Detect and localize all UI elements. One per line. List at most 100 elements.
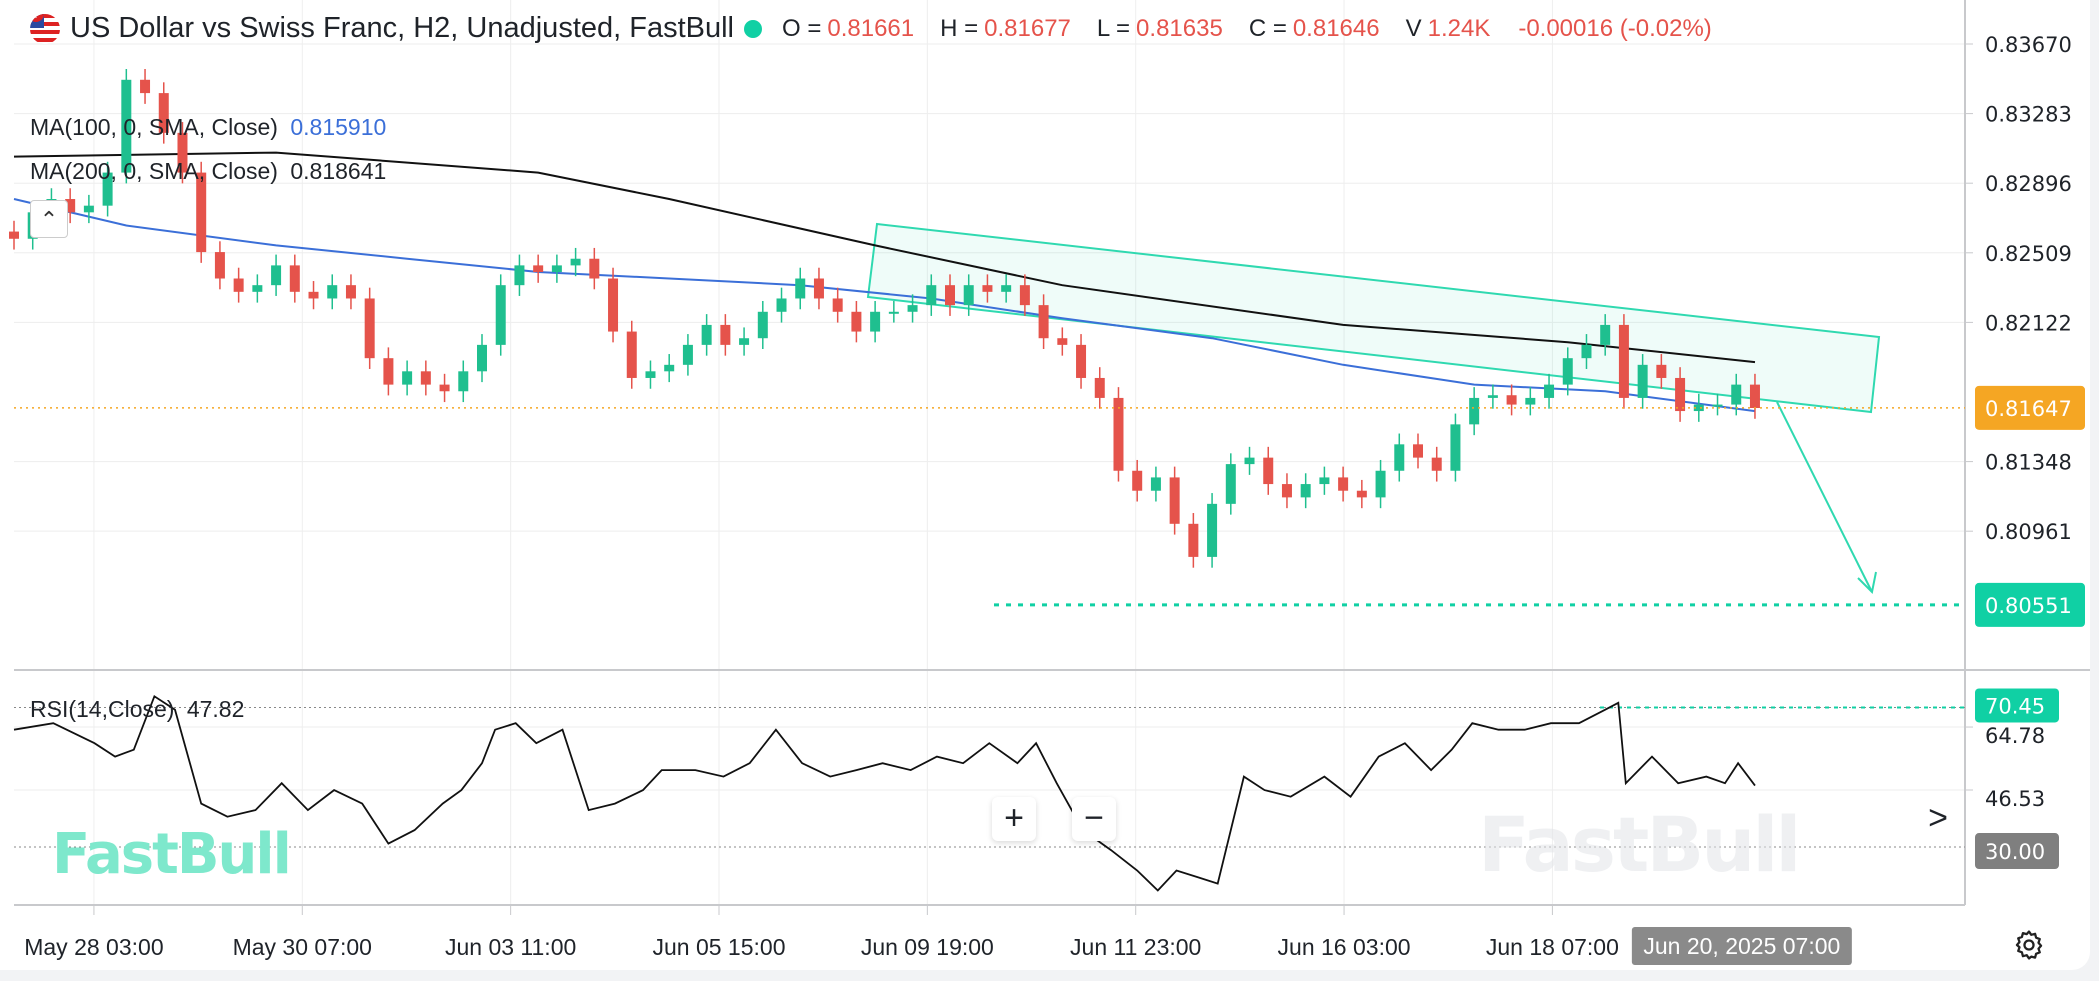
candle-body [963,285,974,306]
candle-body [1413,444,1423,458]
candle-body [458,371,469,392]
candle-body [1637,364,1648,398]
candle [1356,479,1367,509]
candle [926,274,937,316]
candle-body [1300,484,1311,498]
open-value: 0.81661 [827,14,915,42]
candle-body [1375,470,1386,498]
candle-body [252,285,263,292]
candle [1001,274,1012,303]
settings-button[interactable] [2012,928,2046,962]
candle [1562,347,1573,396]
time-tick-label: Jun 05 15:00 [652,934,785,960]
ma100-legend[interactable]: MA(100, 0, SMA, Close) 0.815910 [30,114,386,141]
candle-body [214,252,225,279]
candle-body [1731,384,1742,405]
candle [963,274,974,316]
candle [720,314,731,356]
candle-body [308,291,319,299]
low-key: L = [1096,14,1131,42]
candle-body [1469,397,1480,425]
candle [982,274,993,303]
candle [776,287,787,323]
zoom-out-button[interactable]: − [1072,797,1116,841]
candle-body [907,305,918,312]
candle-body [1525,397,1536,405]
candle [1057,327,1068,356]
candle-body [1113,397,1124,471]
candle-body [1656,364,1667,378]
ma200-legend[interactable]: MA(200, 0, SMA, Close) 0.818641 [30,158,386,185]
candle [1600,314,1611,356]
high-value: 0.81677 [984,14,1071,42]
candle-body [832,298,843,312]
candle-body [1019,285,1030,306]
fastbull-watermark-small: FastBull [52,822,292,887]
time-tick-label: Jun 11 23:00 [1070,934,1201,960]
candle [121,68,132,184]
candle [701,314,712,356]
candle-body [813,278,824,299]
candle-body [271,265,282,286]
ma100-label: MA(100, 0, SMA, Close) [30,114,278,140]
symbol-title: US Dollar vs Swiss Franc, H2, Unadjusted… [70,12,734,44]
candle [514,254,525,296]
chart-header: US Dollar vs Swiss Franc, H2, Unadjusted… [30,12,1712,45]
fastbull-watermark-large: FastBull [1478,800,1801,889]
candle-body [102,172,113,206]
time-tick-label: May 28 03:00 [24,934,163,960]
candle [757,300,768,350]
candle [1749,373,1760,419]
candle [1094,367,1105,409]
rsi-lower-label: 30.00 [1985,840,2045,864]
candle [233,267,244,303]
candle [65,188,76,224]
candle [1469,387,1480,436]
time-tick-label: Jun 09 19:00 [861,934,994,960]
candle-body [1094,377,1105,398]
scroll-right-button[interactable]: > [1928,799,1948,837]
target-price-badge [1975,582,2085,627]
rsi-upper-badge [1975,688,2059,723]
candle-body [776,298,787,312]
candle [1263,446,1274,495]
rsi-line [13,694,1756,892]
candle [1225,453,1236,515]
candle-body [1038,305,1049,339]
candle [252,274,263,303]
candle [1207,493,1218,568]
candle-body [533,265,544,273]
candle [158,82,169,144]
gear-icon [2015,930,2043,960]
candle-body [1319,477,1330,485]
volume-value: 1.24K [1427,14,1491,42]
candle-body [1581,344,1592,359]
candle [664,354,675,383]
rsi-legend[interactable]: RSI(14,Close) 47.82 [30,696,244,723]
candle-body [1450,424,1461,471]
collapse-legend-button[interactable]: ⌃ [30,200,68,238]
candle-body [682,344,693,365]
volume-key: V [1405,14,1422,42]
candle [9,220,19,250]
crosshair-time-badge [1631,927,1852,965]
candle [177,122,188,184]
candle [439,373,450,403]
candle [196,161,207,263]
candle [495,274,506,356]
open-key: O = [782,14,822,42]
time-tick-label: May 30 07:00 [233,934,372,960]
candle [551,254,562,283]
candle [345,274,356,310]
candle [570,247,581,277]
time-tick-label: Jun 03 11:00 [445,934,576,960]
ma200-label: MA(200, 0, SMA, Close) [30,158,278,184]
zoom-in-button[interactable]: + [992,797,1036,841]
last-price-label: 0.81647 [1985,397,2072,421]
candle-body [9,231,19,239]
candle [1450,413,1461,482]
candle [1487,384,1498,409]
candle [420,360,431,396]
